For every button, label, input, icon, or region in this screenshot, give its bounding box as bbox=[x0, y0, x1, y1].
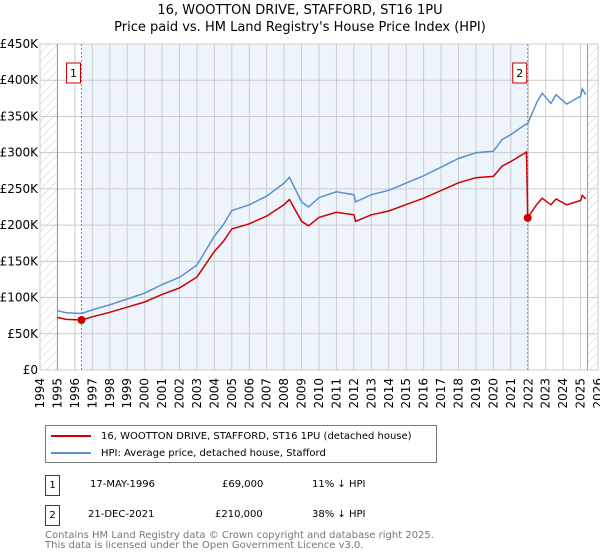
y-tick-label: £450K bbox=[0, 37, 39, 51]
y-tick-label: £0 bbox=[23, 363, 38, 377]
x-tick-label: 2005 bbox=[225, 378, 239, 409]
y-tick-label: £50K bbox=[7, 327, 39, 341]
x-tick-label: 2021 bbox=[504, 378, 518, 409]
y-tick-label: £150K bbox=[0, 254, 39, 268]
chart-subtitle: Price paid vs. HM Land Registry's House … bbox=[114, 20, 486, 35]
x-tick-label: 2025 bbox=[574, 378, 588, 409]
transaction-price: £210,000 bbox=[215, 509, 263, 520]
owned-period-shading bbox=[81, 44, 528, 370]
x-tick-label: 2001 bbox=[155, 378, 169, 409]
transaction-hpi: 11% ↓ HPI bbox=[312, 479, 366, 490]
annotation-label: 1 bbox=[70, 67, 77, 80]
x-tick-label: 2020 bbox=[486, 378, 500, 409]
x-tick-label: 2023 bbox=[539, 378, 553, 409]
y-tick-label: £250K bbox=[0, 182, 39, 196]
y-tick-label: £100K bbox=[0, 291, 39, 305]
y-tick-label: £300K bbox=[0, 146, 39, 160]
annotation-badge bbox=[512, 62, 528, 84]
x-tick-label: 2024 bbox=[556, 378, 570, 409]
x-tick-label: 2006 bbox=[242, 378, 256, 409]
x-tick-label: 2002 bbox=[173, 378, 187, 409]
transaction-price: £69,000 bbox=[222, 479, 264, 490]
x-tick-label: 1996 bbox=[68, 378, 82, 409]
x-tick-label: 1997 bbox=[85, 378, 99, 409]
marker-badge: 2 bbox=[45, 505, 60, 526]
transaction-date: 17-MAY-1996 bbox=[90, 479, 156, 490]
x-tick-label: 1999 bbox=[120, 378, 134, 409]
legend: 16, WOOTTON DRIVE, STAFFORD, ST16 1PU (d… bbox=[45, 425, 437, 463]
x-tick-label: 2007 bbox=[260, 378, 274, 409]
sale-point bbox=[523, 213, 532, 222]
x-tick-label: 1998 bbox=[103, 378, 117, 409]
legend-label-hpi: HPI: Average price, detached house, Staf… bbox=[101, 447, 326, 459]
x-tick-label: 2000 bbox=[138, 378, 152, 409]
hatched-region-right bbox=[587, 44, 598, 370]
hatched-region-left bbox=[40, 44, 58, 370]
legend-label-property: 16, WOOTTON DRIVE, STAFFORD, ST16 1PU (d… bbox=[101, 430, 412, 442]
x-tick-label: 2009 bbox=[295, 378, 309, 409]
legend-swatch-hpi bbox=[51, 452, 91, 454]
chart-title: 16, WOOTTON DRIVE, STAFFORD, ST16 1PU bbox=[157, 3, 443, 18]
x-tick-label: 2016 bbox=[417, 378, 431, 409]
annotation-badge bbox=[66, 62, 82, 84]
x-tick-label: 2008 bbox=[277, 378, 291, 409]
x-tick-label: 2022 bbox=[521, 378, 535, 409]
footer-line-1: Contains HM Land Registry data © Crown c… bbox=[45, 530, 434, 541]
x-tick-label: 1995 bbox=[50, 378, 64, 409]
x-tick-label: 2011 bbox=[329, 378, 343, 409]
x-tick-label: 2018 bbox=[452, 378, 466, 409]
x-tick-label: 2013 bbox=[364, 378, 378, 409]
x-tick-label: 2015 bbox=[399, 378, 413, 409]
annotation-label: 2 bbox=[516, 67, 523, 80]
x-tick-label: 2012 bbox=[347, 378, 361, 409]
footer: Contains HM Land Registry data © Crown c… bbox=[45, 531, 434, 551]
x-tick-label: 2026 bbox=[591, 378, 600, 409]
sale-point bbox=[77, 316, 86, 325]
y-tick-label: £350K bbox=[0, 109, 39, 123]
x-tick-label: 2004 bbox=[207, 378, 221, 409]
legend-swatch-property bbox=[51, 435, 91, 437]
marker-badge: 1 bbox=[45, 475, 60, 496]
transaction-date: 21-DEC-2021 bbox=[88, 509, 155, 520]
transaction-hpi: 38% ↓ HPI bbox=[312, 509, 366, 520]
property-price-line bbox=[57, 150, 587, 321]
hpi-line bbox=[57, 86, 587, 315]
plot-area: 1994 1995 1996 1997 1998 1999 2000 2001 2002 2003… bbox=[0, 37, 600, 409]
x-tick-label: 2017 bbox=[434, 378, 448, 409]
x-tick-label: 2010 bbox=[312, 378, 326, 409]
x-tick-label: 2014 bbox=[382, 378, 396, 409]
y-tick-label: £400K bbox=[0, 73, 39, 87]
x-tick-label: 2019 bbox=[469, 378, 483, 409]
footer-line-2: This data is licensed under the Open Gov… bbox=[45, 540, 364, 551]
x-tick-label: 2003 bbox=[190, 378, 204, 409]
x-tick-label: 1994 bbox=[33, 378, 47, 409]
y-tick-label: £200K bbox=[0, 218, 39, 232]
